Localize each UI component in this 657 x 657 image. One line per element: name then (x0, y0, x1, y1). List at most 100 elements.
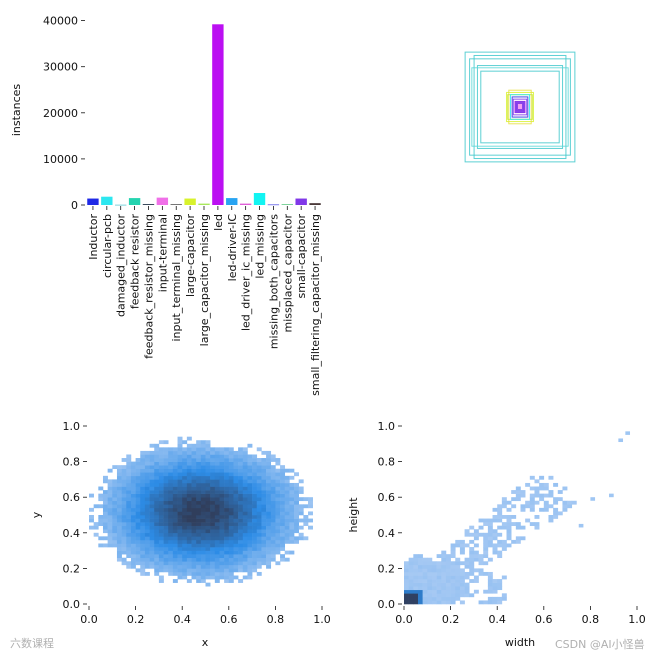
xy-cell (200, 472, 206, 477)
xy-cell (163, 493, 169, 498)
xy-cell (238, 518, 244, 523)
wh-cell (441, 582, 447, 587)
xy-cell (172, 486, 178, 491)
xy-cell (121, 511, 127, 516)
xy-cell (214, 482, 220, 487)
xy-cell (168, 465, 174, 470)
xy-cell (182, 515, 188, 519)
xy-cell (252, 465, 258, 470)
xy-cell (121, 475, 127, 480)
xy-cell (256, 529, 262, 534)
wh-cell (511, 497, 517, 502)
xy-cell (200, 554, 206, 559)
xy-cell (228, 525, 234, 530)
xy-cell (242, 450, 248, 455)
xy-cell (275, 539, 281, 544)
xy-cell (186, 547, 192, 551)
xy-cell (210, 458, 216, 462)
xy-cell (252, 458, 258, 462)
xy-cell (247, 465, 253, 470)
xy-cell (200, 458, 206, 462)
xy-cell (233, 497, 239, 502)
xy-cell (102, 543, 108, 548)
xy-cell (177, 468, 183, 473)
wh-cell (478, 532, 484, 537)
wh-cell (492, 547, 498, 551)
xy-cell (252, 461, 258, 466)
wh-cell (562, 504, 568, 509)
xy-cell (191, 486, 197, 491)
xy-cell (116, 497, 122, 502)
bar-input-terminal (156, 197, 169, 205)
wh-histogram-xtick-label: 0.0 (395, 613, 413, 626)
xy-cell (168, 490, 174, 494)
xy-cell (196, 497, 202, 502)
bar-led_driver_ic_missing (239, 203, 252, 205)
wh-cell (436, 600, 442, 605)
xy-cell (144, 468, 150, 473)
xy-cell (135, 561, 141, 566)
xy-cell (233, 547, 239, 551)
xy-cell (219, 468, 225, 473)
xy-cell (228, 557, 234, 562)
xy-cell (186, 539, 192, 544)
xy-cell (186, 443, 192, 448)
xy-cell (205, 472, 211, 477)
xy-cell (121, 539, 127, 544)
xy-cell (163, 447, 169, 452)
xy-cell (135, 532, 141, 537)
xy-cell (298, 511, 304, 516)
xy-cell (200, 490, 206, 494)
xy-cell (121, 472, 127, 477)
xy-cell (116, 525, 122, 530)
xy-cell (256, 571, 262, 576)
xy-cell (224, 536, 230, 541)
xy-cell (130, 507, 136, 512)
wh-cell (529, 493, 535, 498)
bar-chart-xtick-label: missplaced_capacitor (281, 214, 294, 333)
xy-cell (200, 482, 206, 487)
xy-cell (284, 507, 290, 512)
wh-cell (478, 600, 484, 605)
xy-cell (121, 497, 127, 502)
xy-cell (210, 518, 216, 523)
wh-histogram-ytick-label: 0.4 (378, 527, 396, 540)
wh-cell (422, 582, 428, 587)
xy-cell (280, 547, 286, 551)
wh-cell (487, 579, 493, 583)
xy-cell (186, 522, 192, 526)
xy-histogram-ylabel: y (30, 511, 43, 518)
wh-cell (445, 593, 451, 598)
xy-cell (205, 582, 211, 587)
wh-cell (525, 482, 531, 487)
wh-cell (445, 575, 451, 580)
xy-cell (219, 454, 225, 459)
xy-cell (149, 500, 155, 505)
xy-cell (186, 561, 192, 566)
wh-cell (441, 600, 447, 605)
xy-cell (116, 532, 122, 537)
xy-cell (280, 536, 286, 541)
xy-cell (210, 536, 216, 541)
xy-cell (270, 482, 276, 487)
xy-cell (158, 504, 164, 509)
wh-cell (436, 582, 442, 587)
xy-cell (238, 450, 244, 455)
xy-cell (228, 575, 234, 580)
xy-cell (186, 550, 192, 555)
wh-cell (487, 596, 493, 601)
xy-cell (163, 518, 169, 523)
bar-chart-ylabel: instances (10, 84, 23, 137)
xy-cell (205, 482, 211, 487)
xy-cell (177, 458, 183, 462)
xy-cell (158, 532, 164, 537)
xy-cell (256, 490, 262, 494)
xy-cell (219, 486, 225, 491)
bounding-box-overlay (464, 51, 576, 163)
xy-cell (214, 547, 220, 551)
wh-cell (431, 571, 437, 576)
xy-cell (168, 461, 174, 466)
xy-cell (233, 568, 239, 573)
xy-cell (256, 482, 262, 487)
xy-cell (224, 518, 230, 523)
